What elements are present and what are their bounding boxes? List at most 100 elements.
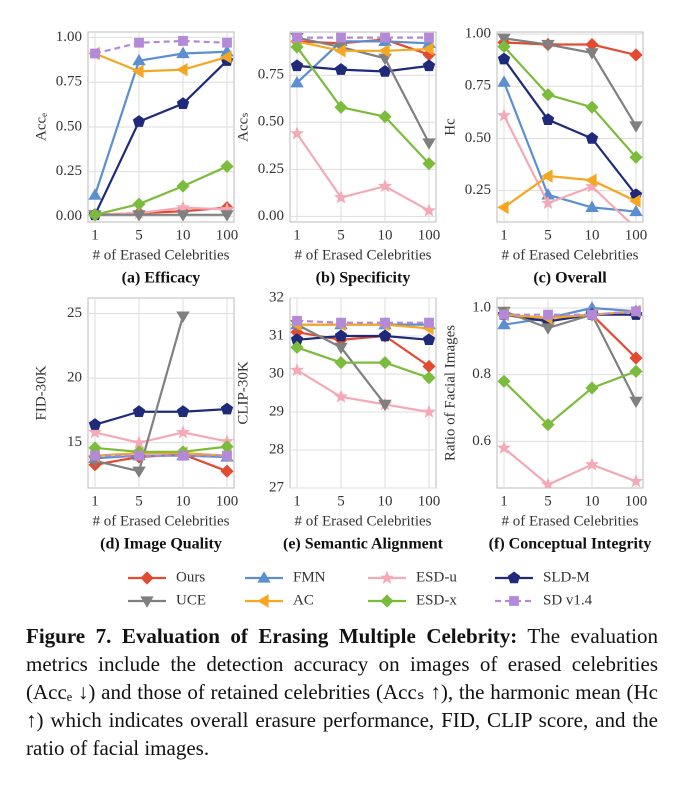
data-point (497, 440, 511, 454)
data-point (378, 110, 392, 124)
y-tick-label: 28 (269, 441, 284, 457)
data-point (497, 200, 509, 215)
data-point (629, 121, 643, 133)
data-point (334, 100, 348, 114)
data-point (497, 374, 511, 388)
series-line (94, 431, 228, 444)
data-point (629, 351, 643, 365)
legend-label: FMN (293, 569, 326, 585)
data-point (629, 48, 643, 62)
x-axis-label: # of Erased Celebrities (501, 513, 638, 529)
data-point (378, 178, 392, 193)
data-point (134, 450, 144, 461)
data-point (90, 48, 100, 59)
data-point (380, 317, 390, 328)
caption-label: Figure 7. (26, 624, 112, 648)
data-point (585, 457, 599, 471)
panel: 0.00 0.25 0.50 0.75 1 5 10 100 # of Erased Celeb… (235, 31, 440, 287)
series-line (94, 445, 228, 453)
data-point (541, 39, 555, 52)
data-point (176, 425, 190, 439)
panel: 0.6 0.8 1.0 1 5 10 100 # of Erased Celebrities R… (442, 297, 651, 553)
data-point (336, 32, 346, 43)
data-point (585, 381, 599, 395)
y-tick-label: 0.25 (465, 182, 491, 198)
legend-marker (380, 570, 394, 584)
data-point (422, 333, 436, 346)
x-tick-label: 1 (500, 227, 508, 243)
data-point (631, 306, 641, 317)
legend-label: AC (293, 592, 314, 608)
series-line (296, 334, 430, 341)
series-line (94, 408, 228, 426)
x-tick-label: 100 (216, 227, 239, 243)
x-tick-label: 10 (378, 227, 393, 243)
caption: Figure 7. Evaluation of Erasing Multiple… (26, 622, 658, 762)
plot-content (290, 315, 436, 418)
series-line (93, 50, 228, 196)
y-tick-label: 0.25 (56, 163, 82, 179)
data-point (422, 203, 436, 217)
y-tick-label: 20 (67, 370, 82, 386)
series-line (503, 41, 637, 57)
y-tick-label: 1.0 (472, 299, 491, 315)
y-tick-label: 0.6 (472, 433, 491, 449)
series-line (503, 447, 637, 486)
y-tick-label: 31 (269, 327, 284, 343)
series-line (94, 452, 228, 457)
legend-label: UCE (176, 592, 206, 608)
series-line (503, 58, 637, 196)
data-point (497, 75, 511, 87)
data-point (334, 190, 348, 204)
legend-marker (140, 571, 154, 585)
series-line (503, 174, 637, 209)
data-point (585, 100, 599, 114)
data-point (424, 32, 434, 43)
series-line (296, 36, 430, 144)
data-point (220, 464, 234, 478)
data-point (587, 309, 597, 320)
y-tick-label: 0.50 (56, 118, 82, 134)
data-point (497, 40, 511, 54)
plot-content (88, 311, 234, 478)
data-point (422, 138, 436, 150)
data-point (90, 450, 100, 461)
data-point (499, 309, 509, 320)
plot-area (289, 31, 437, 223)
series-line (296, 319, 429, 324)
y-tick-label: 0.00 (258, 208, 284, 224)
data-point (220, 50, 232, 64)
data-point (222, 450, 232, 461)
data-point (88, 425, 102, 439)
x-tick-label: 5 (337, 493, 345, 509)
data-point (132, 405, 146, 417)
y-tick-label: 0.75 (465, 78, 491, 94)
data-point (629, 473, 643, 488)
series-line (503, 306, 637, 326)
data-point (422, 157, 436, 171)
series-line (296, 46, 430, 165)
x-axis-label: # of Erased Celebrities (294, 247, 431, 263)
data-point (178, 450, 188, 461)
data-point (336, 317, 346, 328)
plot-content (497, 33, 643, 222)
data-point (176, 62, 188, 77)
data-point (629, 364, 643, 378)
y-axis-label: FID-30K (33, 365, 49, 420)
series-line (296, 40, 430, 84)
x-tick-label: 10 (378, 493, 393, 509)
legend-marker (507, 571, 521, 584)
series-line (297, 323, 430, 330)
x-tick-label: 1 (293, 227, 301, 243)
data-point (629, 204, 643, 217)
data-point (585, 48, 599, 60)
y-tick-label: 1.00 (56, 29, 82, 45)
data-point (629, 150, 643, 164)
y-tick-label: 15 (67, 434, 82, 450)
x-tick-label: 5 (135, 227, 143, 243)
series-line (296, 40, 430, 52)
data-point (334, 356, 348, 370)
data-point (378, 44, 390, 58)
plot-content (290, 32, 436, 217)
data-point (497, 317, 511, 330)
